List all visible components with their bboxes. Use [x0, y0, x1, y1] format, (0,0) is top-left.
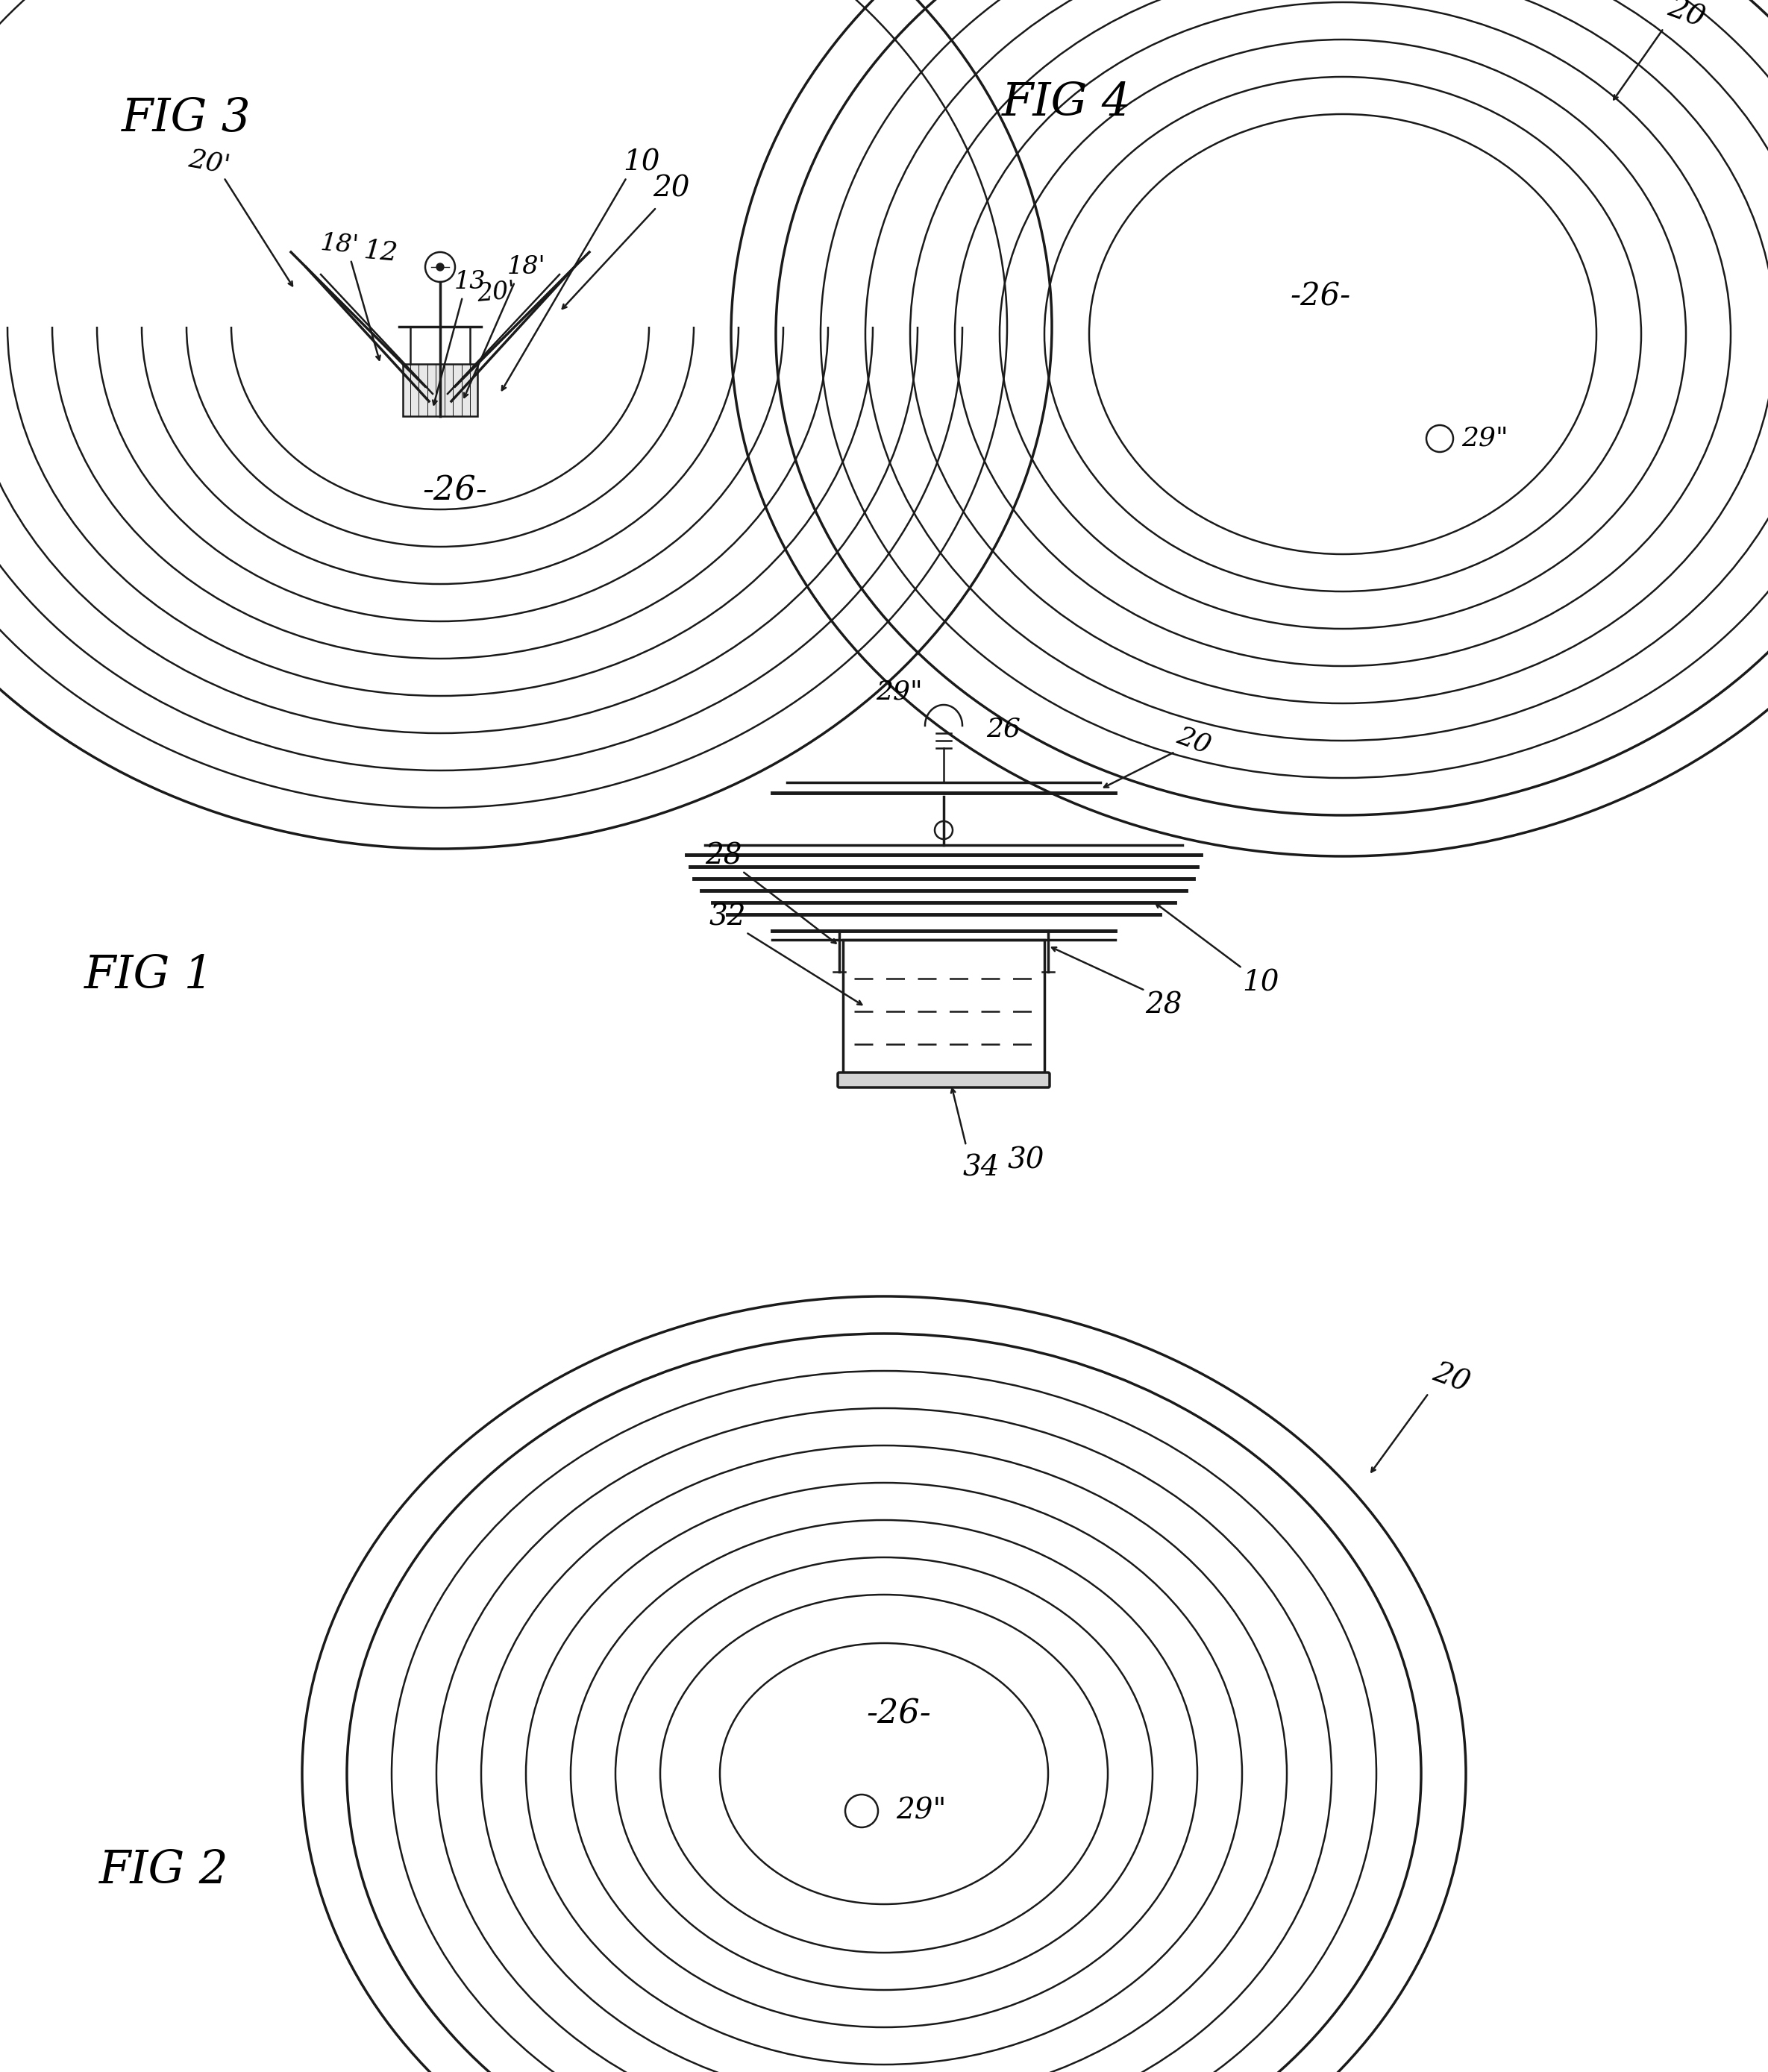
Text: FIG 1: FIG 1	[85, 953, 214, 999]
FancyBboxPatch shape	[838, 1073, 1050, 1088]
Text: -26-: -26-	[423, 474, 488, 508]
Text: 34: 34	[962, 1154, 999, 1181]
Text: 29": 29"	[1460, 427, 1508, 452]
Text: 18': 18'	[320, 232, 359, 259]
Text: 20': 20'	[476, 280, 516, 307]
Circle shape	[935, 821, 953, 839]
Text: FIG 2: FIG 2	[99, 1848, 228, 1894]
Text: 32: 32	[709, 903, 746, 930]
Bar	[843, 941, 1045, 1073]
Text: 10: 10	[1243, 970, 1280, 997]
Text: 20: 20	[652, 174, 690, 203]
Text: 10: 10	[622, 149, 659, 176]
Text: FIG 3: FIG 3	[122, 95, 251, 141]
Text: 29": 29"	[896, 1796, 946, 1825]
Text: 26: 26	[987, 717, 1020, 742]
Text: 12: 12	[362, 238, 398, 265]
Text: 20': 20'	[186, 147, 232, 178]
Text: 18': 18'	[507, 255, 545, 280]
Circle shape	[437, 263, 444, 271]
Text: 28: 28	[705, 843, 743, 870]
Circle shape	[426, 253, 454, 282]
Bar	[403, 365, 477, 416]
Text: 20: 20	[1664, 0, 1708, 33]
Text: 28: 28	[1146, 992, 1183, 1019]
Text: FIG 4: FIG 4	[1002, 81, 1132, 124]
Text: 20: 20	[1429, 1359, 1473, 1399]
Text: 13: 13	[454, 269, 486, 294]
Text: 29": 29"	[875, 680, 923, 704]
Text: 30: 30	[1008, 1146, 1045, 1175]
Text: -26-: -26-	[866, 1697, 932, 1730]
Text: -26-: -26-	[1291, 282, 1351, 313]
Text: 20: 20	[1174, 723, 1215, 758]
